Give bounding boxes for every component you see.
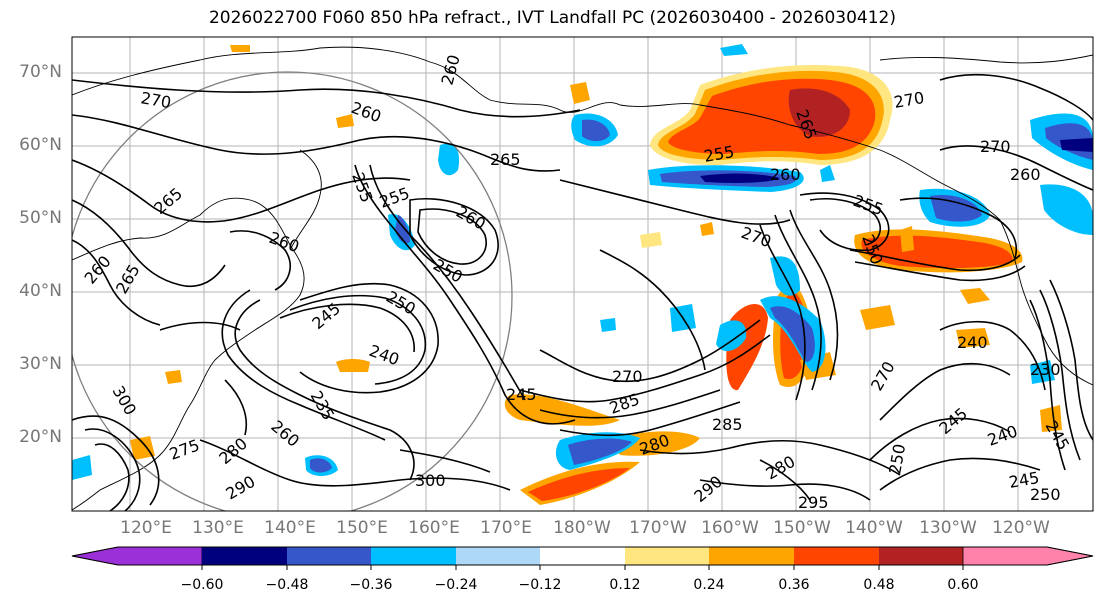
colorbar-bin xyxy=(625,547,709,565)
colorbar xyxy=(71,546,1094,570)
lon-label: 160°W xyxy=(701,518,759,538)
lon-label: 120°E xyxy=(120,518,172,538)
colorbar-tick-label: 0.48 xyxy=(863,577,895,593)
colorbar-tick-label: 0.60 xyxy=(947,577,979,593)
contour-label: 300 xyxy=(415,471,446,490)
contour-label: 265 xyxy=(490,150,521,169)
lon-label: 150°E xyxy=(336,518,388,538)
landfall-range-circle xyxy=(72,71,513,511)
lat-label: 60°N xyxy=(19,135,62,155)
contour-label: 245 xyxy=(506,385,537,404)
colorbar-tick-label: −0.24 xyxy=(434,577,478,593)
colorbar-tick-label: −0.48 xyxy=(265,577,309,593)
negative-anomaly-shading xyxy=(72,44,1093,480)
contour-label: 250 xyxy=(1030,485,1061,504)
contour-label: 260 xyxy=(770,165,801,184)
lat-label: 70°N xyxy=(19,62,62,82)
colorbar-tick-label: 0.24 xyxy=(693,577,725,593)
contour-label: 260 xyxy=(1010,165,1041,184)
lon-label: 130°E xyxy=(192,518,244,538)
coastlines xyxy=(72,46,1093,511)
map-frame xyxy=(71,36,1094,512)
colorbar-ticks xyxy=(201,565,964,570)
lon-label: 180°W xyxy=(553,518,611,538)
lat-label: 50°N xyxy=(19,208,62,228)
contour-label: 295 xyxy=(798,493,829,512)
colorbar-tick-label: −0.12 xyxy=(518,577,562,593)
contour-label: 285 xyxy=(712,415,743,434)
colorbar-outline xyxy=(71,546,1094,566)
lon-label: 170°W xyxy=(629,518,687,538)
colorbar-bin xyxy=(540,547,625,565)
lon-label: 140°E xyxy=(264,518,316,538)
colorbar-bin xyxy=(879,547,963,565)
contour-label: 270 xyxy=(612,367,643,386)
colorbar-tick-label: 0.12 xyxy=(609,577,641,593)
gridlines xyxy=(72,37,1093,511)
lat-label: 40°N xyxy=(19,281,62,301)
colorbar-tick-label: −0.60 xyxy=(180,577,224,593)
colorbar-bin xyxy=(371,547,456,565)
lon-label: 130°W xyxy=(919,518,977,538)
lon-label: 120°W xyxy=(992,518,1050,538)
refractivity-contours xyxy=(72,73,1093,511)
colorbar-bin xyxy=(456,547,540,565)
figure-title: 2026022700 F060 850 hPa refract., IVT La… xyxy=(208,8,896,28)
lon-label: 160°E xyxy=(408,518,460,538)
contour-label: 230 xyxy=(1030,360,1061,379)
colorbar-tick-label: 0.36 xyxy=(778,577,810,593)
lon-label: 140°W xyxy=(845,518,903,538)
colorbar-extend-high xyxy=(962,546,1094,566)
lat-label: 20°N xyxy=(19,427,62,447)
colorbar-bin xyxy=(202,547,287,565)
colorbar-tick-label: −0.36 xyxy=(349,577,393,593)
colorbar-extend-low xyxy=(71,546,203,566)
lat-label: 30°N xyxy=(19,354,62,374)
lon-label: 150°W xyxy=(773,518,831,538)
colorbar-bin xyxy=(287,547,371,565)
colorbar-bin xyxy=(709,547,794,565)
contour-labels: 270 260 260 265 255 255 265 260 250 250 … xyxy=(81,53,1074,512)
contour-label: 270 xyxy=(980,137,1011,156)
lon-label: 170°E xyxy=(480,518,532,538)
contour-label: 240 xyxy=(957,333,988,352)
colorbar-bin xyxy=(794,547,879,565)
